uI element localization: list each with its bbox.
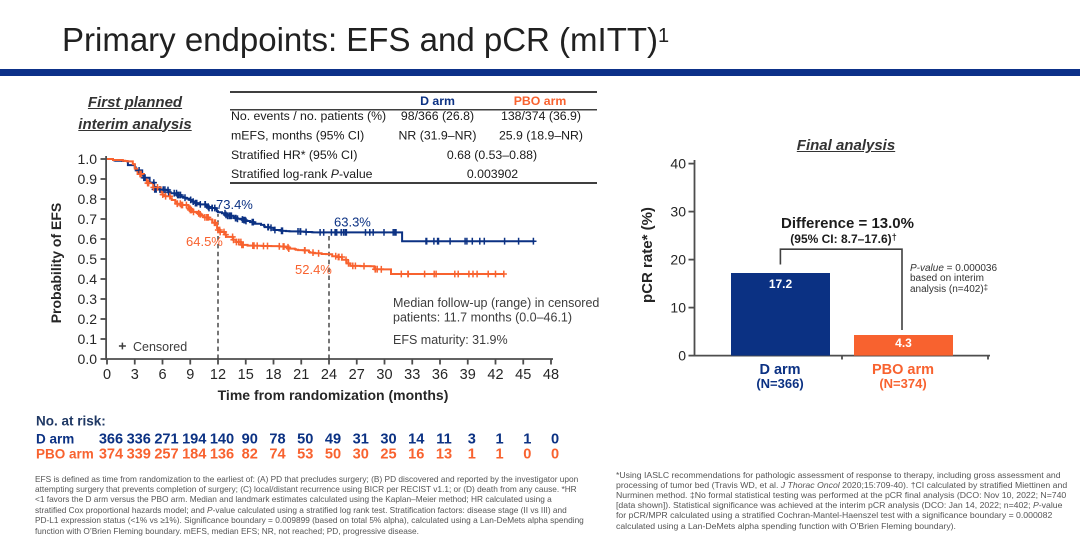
svg-text:33: 33 xyxy=(404,367,420,383)
svg-text:13: 13 xyxy=(436,447,452,463)
svg-text:24: 24 xyxy=(321,367,337,383)
svg-text:0: 0 xyxy=(103,367,111,383)
svg-text:0.4: 0.4 xyxy=(78,271,98,287)
svg-text:1.0: 1.0 xyxy=(78,151,98,167)
svg-text:45: 45 xyxy=(515,367,531,383)
svg-text:31: 31 xyxy=(353,432,369,448)
svg-text:1: 1 xyxy=(495,432,503,448)
svg-text:11: 11 xyxy=(436,432,451,448)
svg-text:Censored: Censored xyxy=(133,340,187,354)
svg-text:39: 39 xyxy=(460,367,476,383)
svg-text:25.9 (18.9–NR): 25.9 (18.9–NR) xyxy=(499,129,583,143)
svg-text:18: 18 xyxy=(265,367,281,383)
svg-text:1: 1 xyxy=(523,432,531,448)
svg-text:98/366 (26.8): 98/366 (26.8) xyxy=(401,109,474,123)
svg-text:0: 0 xyxy=(551,432,559,448)
svg-text:53: 53 xyxy=(297,447,313,463)
svg-text:194: 194 xyxy=(182,432,207,448)
svg-text:Stratified log-rank P-value: Stratified log-rank P-value xyxy=(231,167,373,181)
svg-text:184: 184 xyxy=(182,447,207,463)
svg-text:patients: 11.7 months (0.0–46.: patients: 11.7 months (0.0–46.1) xyxy=(393,311,572,325)
svg-text:36: 36 xyxy=(432,367,448,383)
svg-text:EFS maturity: 31.9%: EFS maturity: 31.9% xyxy=(393,333,508,347)
svg-text:0: 0 xyxy=(523,447,531,463)
svg-text:27: 27 xyxy=(349,367,365,383)
svg-text:30: 30 xyxy=(670,203,686,219)
svg-text:73.4%: 73.4% xyxy=(216,197,253,212)
svg-text:PBO arm: PBO arm xyxy=(36,447,94,462)
svg-text:271: 271 xyxy=(154,432,178,448)
svg-text:0.8: 0.8 xyxy=(78,191,98,207)
svg-text:Stratified HR* (95% CI): Stratified HR* (95% CI) xyxy=(231,148,357,162)
svg-text:40: 40 xyxy=(670,155,686,171)
svg-text:0.5: 0.5 xyxy=(78,251,98,267)
svg-text:30: 30 xyxy=(376,367,392,383)
svg-text:48: 48 xyxy=(543,367,559,383)
svg-text:30: 30 xyxy=(380,432,396,448)
svg-text:Probability of EFS: Probability of EFS xyxy=(48,203,64,324)
svg-text:3: 3 xyxy=(131,367,139,383)
svg-text:10: 10 xyxy=(670,299,686,315)
svg-text:0.003902: 0.003902 xyxy=(467,167,518,181)
svg-text:0: 0 xyxy=(551,447,559,463)
svg-text:17.2: 17.2 xyxy=(769,277,793,291)
svg-text:50: 50 xyxy=(297,432,313,448)
svg-text:0.1: 0.1 xyxy=(78,331,98,347)
svg-text:49: 49 xyxy=(325,432,341,448)
svg-text:25: 25 xyxy=(380,447,396,463)
svg-text:374: 374 xyxy=(99,447,124,463)
svg-text:0.6: 0.6 xyxy=(78,231,98,247)
svg-text:0.2: 0.2 xyxy=(78,311,98,327)
svg-text:82: 82 xyxy=(242,447,258,463)
svg-text:257: 257 xyxy=(154,447,178,463)
svg-text:339: 339 xyxy=(127,447,151,463)
svg-text:138/374 (36.9): 138/374 (36.9) xyxy=(501,109,581,123)
svg-text:6: 6 xyxy=(158,367,166,383)
svg-text:D arm: D arm xyxy=(36,432,74,447)
svg-text:mEFS, months (95% CI): mEFS, months (95% CI) xyxy=(231,129,364,143)
svg-text:14: 14 xyxy=(408,432,425,448)
svg-text:No. at risk:: No. at risk: xyxy=(36,414,106,429)
svg-text:12: 12 xyxy=(210,367,226,383)
svg-text:0: 0 xyxy=(678,347,686,363)
svg-text:No. events / no. patients (%): No. events / no. patients (%) xyxy=(231,109,386,123)
svg-text:Median follow-up (range) in ce: Median follow-up (range) in censored xyxy=(393,296,599,310)
svg-text:0.0: 0.0 xyxy=(78,351,98,367)
svg-text:21: 21 xyxy=(293,367,309,383)
svg-text:74: 74 xyxy=(269,447,286,463)
svg-text:366: 366 xyxy=(99,432,123,448)
svg-text:0.68 (0.53–0.88): 0.68 (0.53–0.88) xyxy=(447,148,537,162)
svg-text:4.3: 4.3 xyxy=(895,336,912,350)
svg-text:30: 30 xyxy=(353,447,369,463)
svg-text:3: 3 xyxy=(468,432,476,448)
svg-text:78: 78 xyxy=(269,432,285,448)
svg-text:PBO arm: PBO arm xyxy=(514,94,567,108)
svg-text:9: 9 xyxy=(186,367,194,383)
svg-text:136: 136 xyxy=(210,447,234,463)
svg-text:52.4%: 52.4% xyxy=(295,262,332,277)
svg-text:63.3%: 63.3% xyxy=(334,215,371,230)
svg-text:NR (31.9–NR): NR (31.9–NR) xyxy=(399,129,477,143)
svg-text:20: 20 xyxy=(670,251,686,267)
svg-text:0.3: 0.3 xyxy=(78,291,98,307)
svg-text:Time from randomization (month: Time from randomization (months) xyxy=(218,387,449,403)
svg-text:pCR rate* (%): pCR rate* (%) xyxy=(639,207,656,303)
svg-text:D arm: D arm xyxy=(420,94,455,108)
svg-text:1: 1 xyxy=(468,447,476,463)
svg-text:16: 16 xyxy=(408,447,424,463)
svg-text:140: 140 xyxy=(210,432,234,448)
svg-text:42: 42 xyxy=(487,367,503,383)
svg-text:1: 1 xyxy=(495,447,503,463)
svg-text:64.5%: 64.5% xyxy=(186,234,223,249)
svg-text:50: 50 xyxy=(325,447,341,463)
svg-text:90: 90 xyxy=(242,432,258,448)
svg-text:0.7: 0.7 xyxy=(78,211,98,227)
svg-text:336: 336 xyxy=(127,432,151,448)
svg-text:0.9: 0.9 xyxy=(78,171,98,187)
svg-text:15: 15 xyxy=(238,367,254,383)
